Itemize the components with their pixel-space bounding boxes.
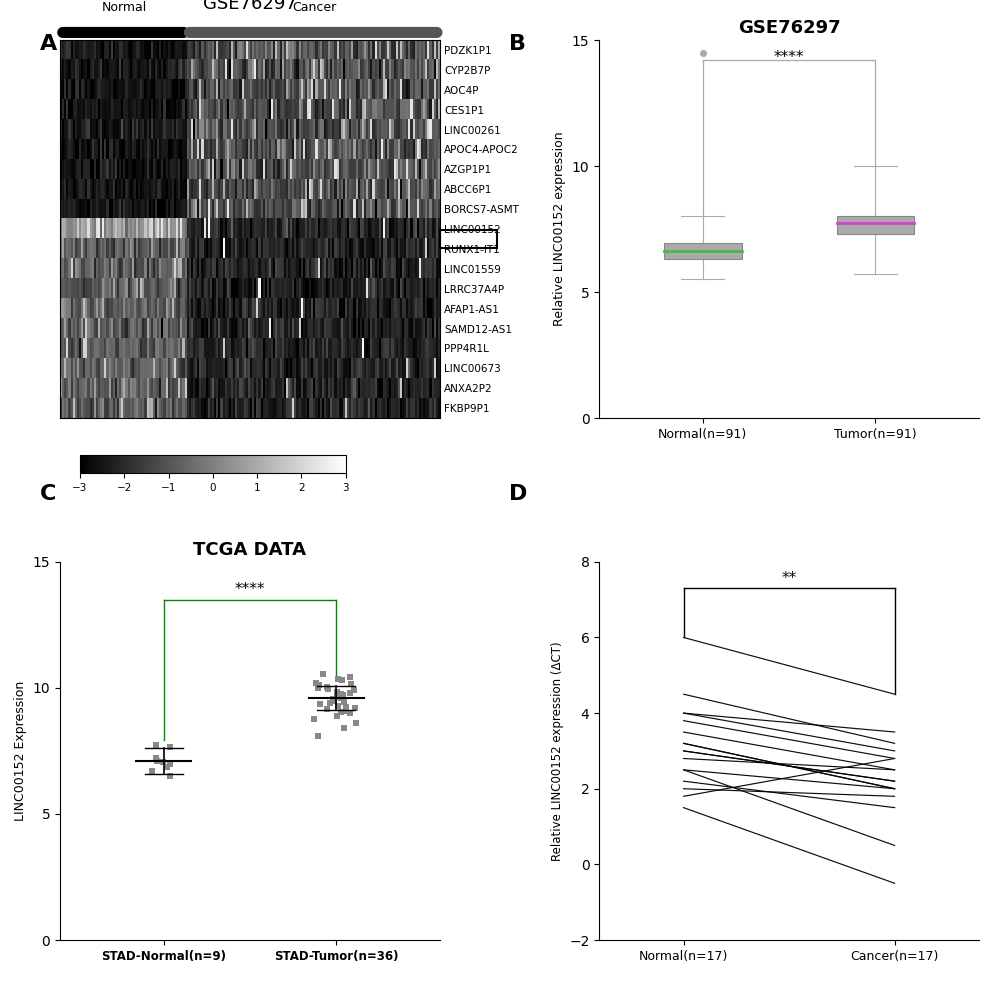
- Bar: [664, 243, 741, 259]
- Point: [331, 671, 347, 687]
- Point: [312, 696, 328, 712]
- Title: GSE76297: GSE76297: [738, 19, 840, 37]
- Point: [326, 691, 342, 707]
- Point: [347, 700, 363, 716]
- Point: [342, 685, 358, 701]
- Point: [162, 739, 178, 755]
- Text: C: C: [40, 484, 56, 504]
- Point: [336, 694, 352, 710]
- Y-axis label: LINC00152 Expression: LINC00152 Expression: [14, 681, 27, 821]
- Text: ****: ****: [774, 50, 804, 65]
- Point: [330, 698, 346, 714]
- Point: [338, 699, 354, 715]
- Point: [349, 715, 365, 731]
- Point: [149, 753, 165, 769]
- Point: [329, 684, 345, 700]
- Point: [343, 705, 359, 721]
- Point: [320, 681, 336, 697]
- Point: [343, 669, 359, 685]
- Point: [337, 720, 353, 736]
- Point: [306, 711, 322, 727]
- Point: [338, 703, 354, 719]
- Title: GSE76297: GSE76297: [203, 0, 297, 13]
- Text: A: A: [40, 34, 57, 54]
- Y-axis label: Relative LINC00152 expression: Relative LINC00152 expression: [553, 132, 566, 326]
- Text: Cancer: Cancer: [292, 1, 337, 14]
- Point: [162, 756, 178, 772]
- Point: [329, 708, 345, 724]
- Point: [334, 704, 350, 720]
- Text: B: B: [509, 34, 526, 54]
- Point: [334, 672, 350, 688]
- Point: [310, 680, 326, 696]
- Point: [326, 693, 342, 709]
- Y-axis label: Relative LINC00152 expression (ΔCT): Relative LINC00152 expression (ΔCT): [550, 641, 563, 861]
- Point: [310, 728, 326, 744]
- Point: [159, 759, 175, 775]
- Point: [311, 677, 327, 693]
- Point: [329, 689, 345, 705]
- Point: [334, 690, 350, 706]
- Text: D: D: [509, 484, 527, 504]
- Bar: [441, 230, 498, 248]
- Point: [308, 675, 324, 691]
- Point: [156, 754, 172, 770]
- Text: **: **: [781, 571, 797, 586]
- Point: [319, 701, 335, 717]
- Point: [162, 768, 178, 784]
- Title: TCGA DATA: TCGA DATA: [194, 541, 307, 559]
- Point: [315, 666, 331, 682]
- Point: [323, 695, 339, 711]
- Text: ****: ****: [235, 582, 265, 597]
- Point: [333, 686, 349, 702]
- Point: [335, 687, 351, 703]
- Bar: [836, 216, 914, 234]
- Point: [343, 676, 359, 692]
- Point: [347, 682, 363, 698]
- Point: [144, 763, 160, 779]
- Point: [148, 750, 164, 766]
- Point: [320, 679, 336, 695]
- Point: [148, 737, 164, 753]
- Text: Normal: Normal: [102, 1, 147, 14]
